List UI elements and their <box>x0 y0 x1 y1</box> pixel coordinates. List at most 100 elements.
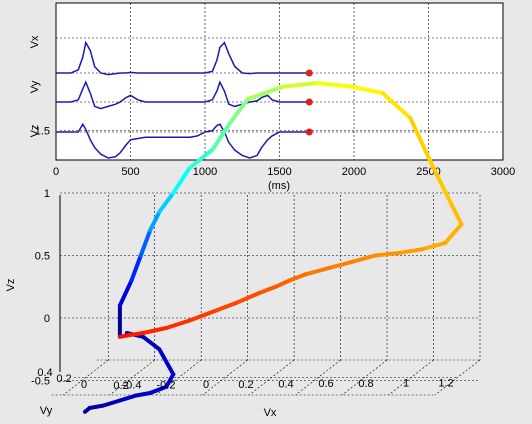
loop-segment <box>315 81 355 89</box>
loop-tail-segment <box>141 334 162 352</box>
loop-segment <box>164 318 192 330</box>
loop-segment <box>257 284 278 295</box>
loop-segment <box>396 247 424 255</box>
loop-segment <box>443 222 464 245</box>
loop-segment <box>327 259 355 270</box>
x-tick-label: 0.8 <box>358 378 373 390</box>
loop-segment <box>210 301 238 314</box>
x-tick-label: 1 <box>403 378 409 390</box>
loop-segment <box>171 166 192 195</box>
loop-segment <box>210 122 232 152</box>
loop-segment <box>273 278 292 289</box>
loop-segment <box>431 166 455 208</box>
loop-tail-segment <box>101 398 122 408</box>
loop-segment <box>303 266 331 277</box>
vector-loop-x-axis-label: Vx <box>264 407 277 419</box>
x-tick-label: 0.4 <box>278 379 293 391</box>
loop-segment <box>350 84 385 95</box>
x-tick-label: 1.2 <box>438 377 453 389</box>
loop-segment <box>245 84 285 102</box>
vector-loop-x-ticks: 0.2-0.4 -0.2 0 0.2 0.4 0.6 0.8 1 1.2 <box>113 377 453 392</box>
vector-loop-z-ticks: -0.5 0 0.5 1 1.5 <box>31 126 50 388</box>
loop-segment <box>117 333 129 339</box>
floor-grid-line <box>202 359 248 396</box>
signal-lead-label: Vy <box>29 80 41 93</box>
loop-segment <box>117 278 134 308</box>
z-tick-label: -0.5 <box>31 376 50 388</box>
loop-segment <box>450 203 464 227</box>
signal-plot-area <box>55 2 504 161</box>
loop-segment <box>287 272 308 283</box>
loop-segment <box>187 309 215 323</box>
signal-trace-vz <box>56 122 310 159</box>
x-tick-label: 0.6 <box>318 378 333 390</box>
z-tick-label: 1 <box>44 188 50 200</box>
vector-loop-trajectory <box>83 81 464 414</box>
signal-end-marker <box>305 98 313 106</box>
signal-lead-labels: Vx Vy Vz <box>29 35 41 137</box>
loop-tail-segment <box>117 393 139 403</box>
vector-loop-wall-grid <box>59 130 481 381</box>
signal-x-tick-label: 3000 <box>491 166 515 178</box>
x-tick-label: 0 <box>203 379 209 391</box>
x-tick-label: 0.2 <box>238 379 253 391</box>
signal-x-tick-label: 2000 <box>342 166 366 178</box>
z-tick-label: 0 <box>44 313 50 325</box>
signal-end-markers <box>305 69 313 136</box>
loop-segment <box>234 291 262 305</box>
floor-grid-line <box>295 359 341 396</box>
loop-segment <box>141 326 169 335</box>
signal-end-marker <box>305 69 313 77</box>
loop-segment <box>124 331 146 338</box>
floor-grid-line <box>63 359 109 396</box>
loop-segment <box>138 228 153 258</box>
y-tick-label: 0.2 <box>56 373 71 385</box>
loop-segment <box>187 147 215 170</box>
loop-segment <box>419 241 448 252</box>
loop-tail-segment <box>164 372 176 389</box>
x-tick-label: -0.4 <box>123 380 142 392</box>
x-tick-label: -0.2 <box>157 379 176 391</box>
signal-lead-label: Vx <box>29 35 41 48</box>
signal-x-tick-label: 1500 <box>267 166 291 178</box>
loop-segment <box>157 191 176 214</box>
loop-segment <box>129 253 143 283</box>
vector-loop-plot: -0.500.511.5 0.2-0.4 -0.2 0 0.2 0.4 0.6 0.8 1 1.… <box>5 81 481 419</box>
loop-tail-segment <box>148 384 169 395</box>
signal-plot-grid <box>56 3 503 160</box>
signal-traces <box>56 40 310 159</box>
vector-loop-z-axis-label: Vz <box>5 279 17 292</box>
vector-loop-y-ticks: 0.4 0.2 0 <box>37 367 87 391</box>
loop-segment <box>373 251 401 258</box>
x-tick-label: 0.2 <box>113 380 128 392</box>
loop-segment <box>380 91 413 120</box>
floor-grid-line <box>109 359 155 396</box>
loop-tail-segment <box>134 391 153 398</box>
loop-segment <box>148 209 162 233</box>
signal-x-tick-label: 500 <box>121 166 139 178</box>
signal-x-tick-label: 1000 <box>193 166 217 178</box>
loop-tail-segment <box>157 347 176 377</box>
signal-x-ticks: 0 500 1000 1500 2000 2500 3000 <box>53 166 515 178</box>
signal-trace-vy <box>56 80 310 110</box>
vector-loop-y-axis-label: Vy <box>40 405 53 417</box>
floor-grid-line <box>341 359 388 396</box>
loop-tail-segment <box>87 403 106 410</box>
z-tick-label: 0.5 <box>35 251 50 263</box>
signal-end-marker <box>305 128 313 136</box>
signal-lead-label: Vz <box>29 125 41 138</box>
loop-tail-segment <box>83 406 92 414</box>
signal-x-axis-label: (ms) <box>268 180 290 192</box>
signal-trace-vx <box>56 40 310 76</box>
y-tick-label: 0 <box>81 379 87 391</box>
loop-segment <box>408 116 436 170</box>
y-tick-label: 0.4 <box>37 367 52 379</box>
loop-segment <box>350 253 378 264</box>
vector-loop-floor-grid <box>51 359 481 396</box>
z-tick-label: 1.5 <box>35 126 50 138</box>
signal-x-tick-label: 0 <box>53 166 59 178</box>
floor-grid-line <box>434 359 481 396</box>
loop-segment <box>227 97 250 127</box>
